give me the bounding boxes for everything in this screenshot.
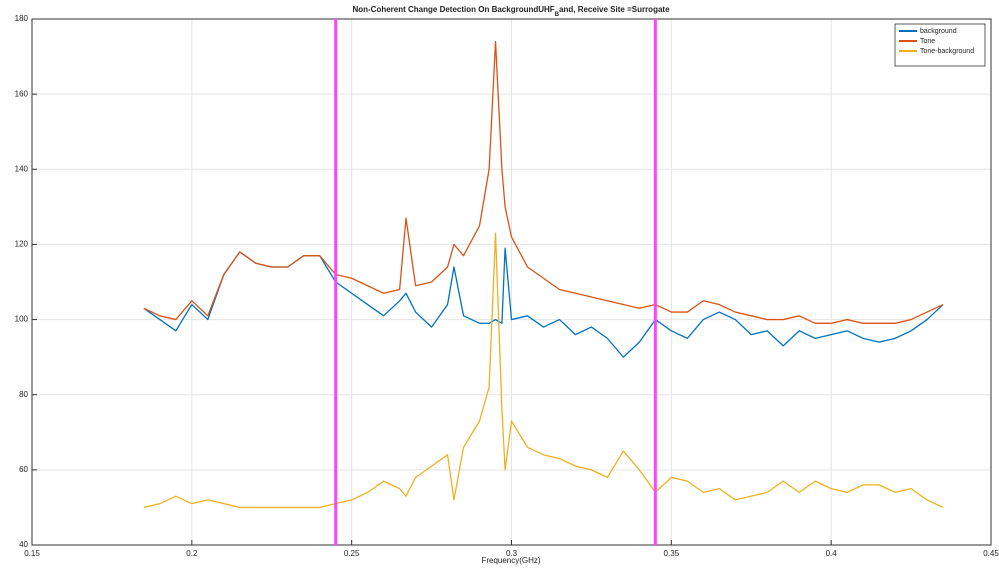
chart-title: Non-Coherent Change Detection On Backgro… [352, 5, 670, 17]
y-tick-label: 120 [15, 240, 29, 249]
x-tick-label: 0.3 [506, 549, 518, 558]
x-axis-label: Frequency(GHz) [481, 556, 540, 565]
title-subscript: B [555, 12, 560, 18]
x-tick-label: 0.35 [664, 549, 680, 558]
x-tick-label: 0.25 [344, 549, 360, 558]
y-tick-label: 100 [15, 315, 29, 324]
y-tick-label: 60 [19, 465, 28, 474]
y-tick-label: 160 [15, 89, 29, 98]
title-part: and, Receive Site =Surrogate [559, 5, 670, 14]
y-tick-label: 180 [15, 14, 29, 23]
y-tick-label: 40 [19, 540, 28, 549]
legend-label: Tone [920, 38, 935, 45]
series-line [143, 40, 944, 324]
title-part: Non-Coherent Change Detection On Backgro… [352, 5, 554, 14]
y-tick-label: 80 [19, 390, 28, 399]
series-line [143, 232, 944, 509]
x-tick-label: 0.2 [186, 549, 198, 558]
legend-label: background [920, 28, 957, 35]
axes-box [31, 18, 992, 546]
legend-label: Tone-background [920, 48, 974, 55]
x-tick-label: 0.4 [826, 549, 838, 558]
x-tick-label: 0.15 [24, 549, 40, 558]
y-tick-label: 140 [15, 164, 29, 173]
x-tick-label: 0.45 [983, 549, 999, 558]
